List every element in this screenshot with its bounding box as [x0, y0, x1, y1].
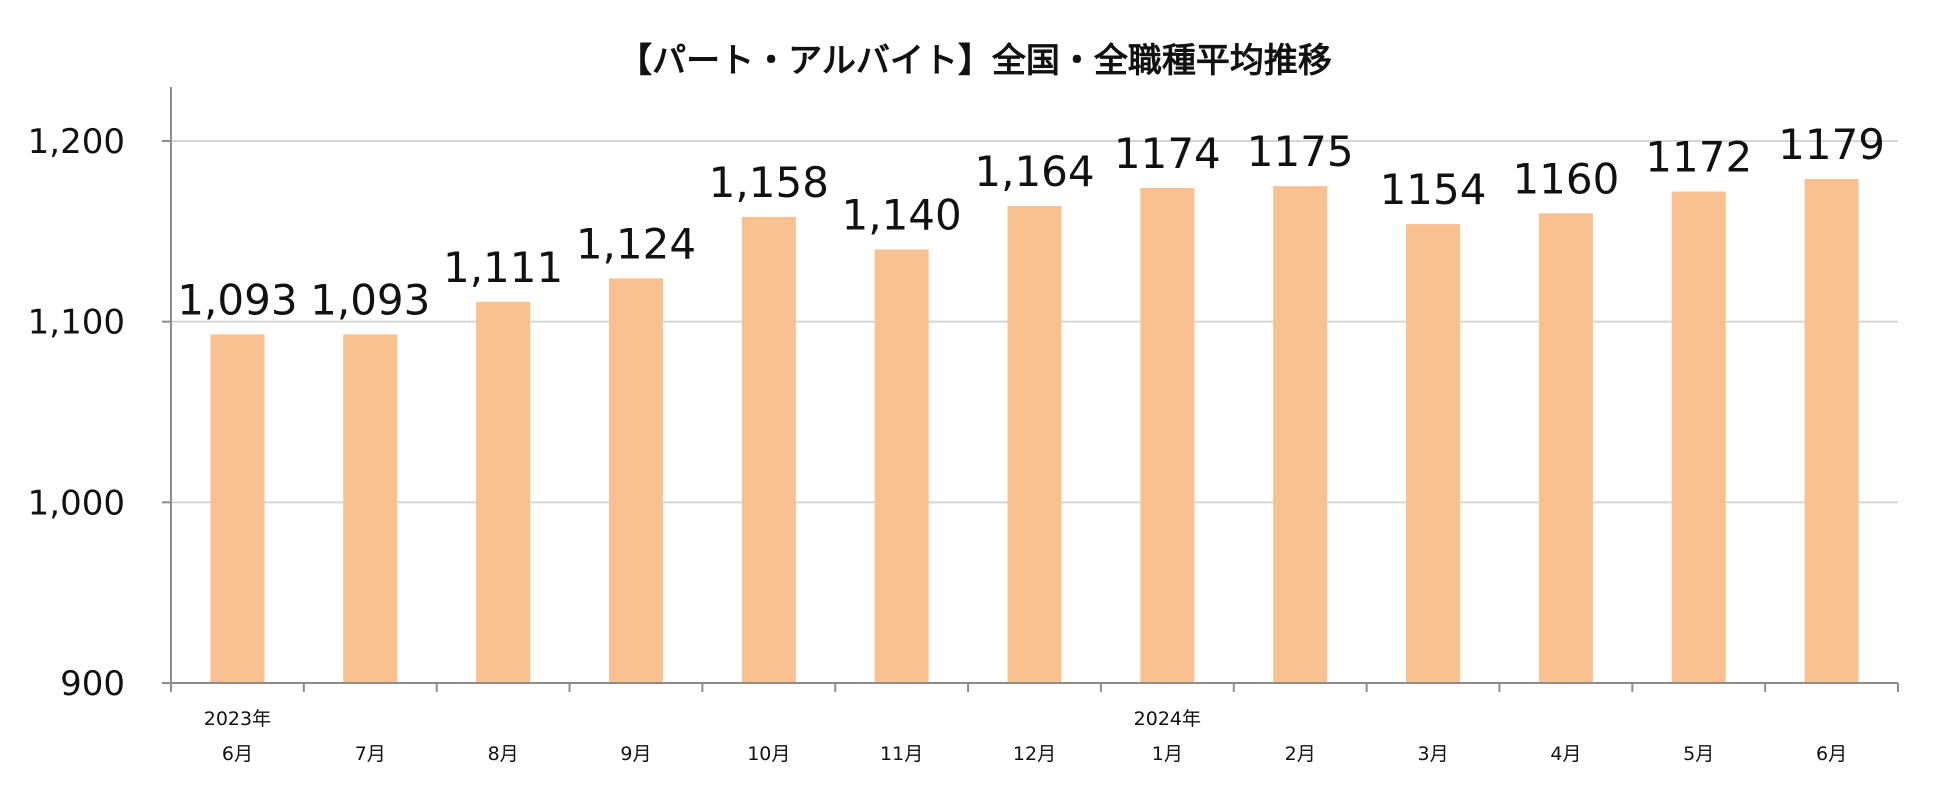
x-tick-label: 7月 [355, 743, 386, 765]
bar [1140, 187, 1195, 683]
y-tick-label: 1,000 [28, 483, 125, 523]
y-axis-ticks: 900 1,000 1,100 1,200 [28, 122, 171, 704]
x-tick-label: 3月 [1417, 743, 1448, 765]
data-label: 1174 [1114, 129, 1221, 178]
data-label: 1,158 [709, 158, 829, 207]
bar [1007, 206, 1062, 684]
y-tick-label: 900 [60, 664, 125, 704]
x-tick-label: 8月 [488, 743, 519, 765]
x-tick-label: 1月 [1152, 743, 1183, 765]
x-year-label: 2023年 [204, 708, 271, 730]
bar [1671, 191, 1726, 683]
data-label: 1,111 [443, 243, 563, 292]
bar [1406, 224, 1461, 683]
y-tick-label: 1,100 [28, 303, 125, 343]
x-year-label: 2024年 [1134, 708, 1201, 730]
axes [170, 87, 1898, 684]
bar [874, 249, 929, 683]
x-tick-label: 9月 [620, 743, 651, 765]
bar [1538, 213, 1593, 683]
x-tick-label: 12月 [1013, 743, 1056, 765]
data-label: 1,140 [842, 190, 962, 239]
bar [1804, 178, 1859, 683]
data-label: 1,124 [576, 219, 696, 268]
chart-title: 【パート・アルバイト】全国・全職種平均推移 [618, 41, 1332, 81]
data-label: 1175 [1247, 127, 1354, 176]
x-tick-label: 5月 [1683, 743, 1714, 765]
data-label: 1,093 [310, 275, 430, 324]
bar [1273, 186, 1328, 683]
data-label: 1172 [1645, 133, 1752, 182]
x-tick-label: 4月 [1550, 743, 1581, 765]
bar [343, 334, 398, 683]
data-label: 1160 [1512, 154, 1619, 203]
x-tick-label: 6月 [1816, 743, 1847, 765]
x-tick-label: 10月 [747, 743, 790, 765]
bar [608, 278, 663, 683]
data-label: 1154 [1380, 165, 1487, 214]
bar [210, 334, 265, 683]
x-tick-label: 11月 [880, 743, 923, 765]
x-axis-labels: 6月 7月 8月 9月 10月 11月 12月 1月 2月 3月 4月 5月 6月 2023年 2024年 [204, 708, 1847, 765]
x-tick-label: 6月 [222, 743, 253, 765]
data-label: 1,093 [177, 275, 297, 324]
data-label: 1,164 [974, 147, 1094, 196]
bar [741, 216, 796, 683]
x-tick-label: 2月 [1285, 743, 1316, 765]
bars [210, 178, 1859, 684]
bar [476, 301, 531, 683]
data-label: 1179 [1778, 120, 1885, 169]
y-tick-label: 1,200 [28, 122, 125, 162]
x-axis-ticks [170, 683, 1899, 692]
